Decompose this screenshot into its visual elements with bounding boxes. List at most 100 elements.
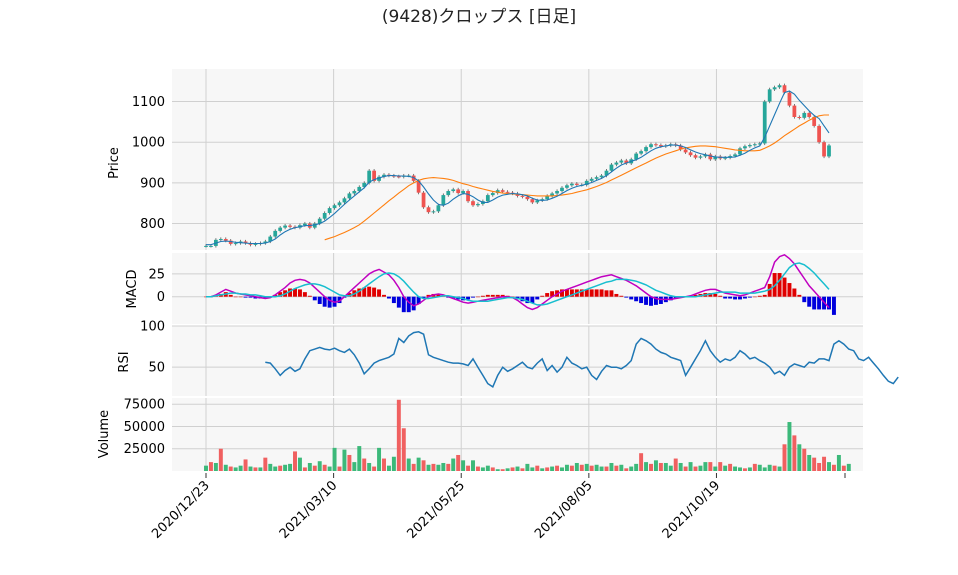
volume-bar (283, 464, 288, 471)
chart-title: (9428)クロップス [日足] (381, 7, 577, 27)
candle-body (273, 230, 278, 237)
volume-bar (609, 462, 614, 471)
macd-histogram-bar (500, 294, 505, 297)
candle-body (367, 170, 372, 183)
volume-bar (728, 463, 733, 471)
volume-bar (733, 466, 738, 471)
volume-bar (332, 447, 337, 471)
macd-histogram-bar (589, 289, 594, 297)
volume-bar (456, 454, 461, 471)
macd-histogram-bar (228, 294, 233, 297)
candle-body (530, 199, 535, 203)
candle-body (782, 85, 787, 93)
rsi-line (265, 331, 899, 389)
volume-bar (836, 454, 841, 471)
volume-bar (223, 464, 228, 471)
volume-bar (431, 463, 436, 471)
macd-histogram-bar (278, 292, 283, 297)
candle-body (456, 189, 461, 194)
macd-histogram-bar (560, 289, 564, 297)
macd-histogram-bar (609, 290, 614, 297)
candle-body (619, 160, 624, 163)
volume-bar (322, 464, 327, 471)
volume-bar (367, 462, 372, 471)
candle-body (312, 223, 317, 228)
volume-bar (485, 465, 490, 471)
volume-bar (564, 464, 569, 471)
macd-histogram-bar (668, 296, 673, 301)
candle-body (426, 207, 431, 213)
volume-bar (807, 454, 812, 471)
price-axis-label: Price (107, 147, 122, 179)
volume-bar (347, 454, 352, 471)
candle-body (317, 218, 322, 224)
volume-bar (831, 464, 836, 471)
macd-histogram-bar (792, 288, 797, 297)
volume-bar (426, 464, 431, 471)
volume-bar (703, 462, 708, 471)
volume-bar (624, 468, 629, 471)
candle-body (337, 202, 342, 206)
volume-bar (713, 466, 718, 471)
volume-bar (653, 460, 658, 471)
volume-bar (792, 435, 797, 471)
candle-body (322, 212, 327, 219)
macd-histogram-bar (634, 296, 639, 302)
volume-bar (639, 453, 644, 471)
candle-body (461, 191, 465, 194)
macd-histogram-bar (723, 296, 728, 299)
signal-line (206, 262, 830, 306)
macd-histogram-bar (807, 296, 812, 307)
volume-bar (604, 466, 609, 471)
candle-body (228, 240, 233, 244)
volume-bar (258, 467, 263, 471)
macd-histogram-bar (416, 296, 421, 304)
macd-histogram-bar (307, 295, 312, 297)
volume-bar (446, 463, 451, 471)
candle-body (817, 125, 821, 143)
candle-body (535, 200, 540, 203)
candle-body (772, 87, 777, 90)
volume-bar (327, 466, 332, 471)
y-tick-label: 50000 (124, 420, 165, 435)
macd-histogram-bar (752, 296, 757, 298)
volume-bar (391, 456, 396, 471)
macd-histogram-bar (426, 294, 431, 297)
candle-body (342, 198, 347, 203)
volume-bar (263, 457, 268, 471)
macd-histogram-bar (515, 296, 520, 299)
volume-bar (480, 467, 485, 471)
candle-body (396, 176, 401, 178)
y-tick-label: 1100 (132, 95, 165, 110)
macd-histogram-bar (317, 296, 322, 304)
candle-body (698, 156, 703, 158)
volume-bar (752, 463, 757, 471)
volume-bar (416, 457, 421, 471)
candle-body (431, 211, 436, 213)
volume-bar (372, 466, 377, 471)
candle-body (268, 236, 273, 242)
candle-body (743, 146, 747, 149)
macd-histogram-bar (747, 296, 752, 298)
macd-histogram-bar (238, 296, 243, 298)
volume-bar (302, 467, 307, 471)
macd-histogram-bar (485, 294, 490, 297)
candle-body (584, 180, 589, 185)
macd-histogram-bar (713, 293, 718, 297)
volume-bar (505, 468, 510, 471)
macd-histogram-bar (584, 289, 589, 297)
rsi-axis-label: RSI (117, 351, 132, 372)
volume-bar (228, 466, 233, 471)
candle-body (624, 160, 629, 164)
volume-bar (362, 458, 367, 471)
macd-histogram-bar (767, 283, 772, 297)
price-panel (172, 69, 863, 250)
candle-body (218, 239, 223, 241)
volume-bar (718, 462, 723, 471)
y-tick-label: 50 (148, 361, 165, 376)
volume-bar (545, 467, 550, 471)
candle-body (303, 223, 307, 226)
macd-histogram-bar (490, 294, 495, 297)
volume-bar (213, 462, 218, 471)
macd-histogram-bar (377, 289, 382, 297)
